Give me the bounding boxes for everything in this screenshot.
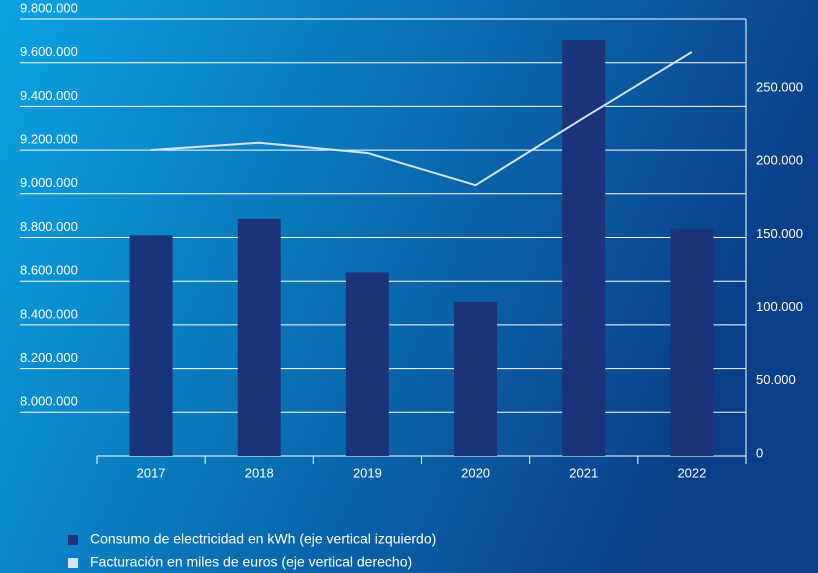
- y-tick-label: 8.400.000: [20, 306, 78, 321]
- y2-tick-label: 50.000: [756, 372, 796, 387]
- y-tick-label: 9.200.000: [20, 132, 78, 147]
- legend-label: Consumo de electricidad en kWh (eje vert…: [90, 531, 436, 547]
- x-tick-label: 2022: [677, 465, 706, 480]
- bar: [670, 228, 714, 456]
- legend-swatch: [68, 558, 78, 568]
- y2-tick-label: 200.000: [756, 153, 803, 168]
- x-tick-label: 2019: [353, 465, 382, 480]
- line: [151, 51, 693, 187]
- y-tick-label: 8.800.000: [20, 219, 78, 234]
- bar: [562, 39, 606, 456]
- y-tick-label: 8.000.000: [20, 394, 78, 409]
- y2-tick-label: 250.000: [756, 79, 803, 94]
- bar: [237, 218, 281, 456]
- bar: [129, 235, 173, 456]
- y-tick-label: 9.600.000: [20, 44, 78, 59]
- y-tick-label: 9.000.000: [20, 175, 78, 190]
- y2-tick-label: 100.000: [756, 299, 803, 314]
- x-tick-label: 2018: [245, 465, 274, 480]
- legend-swatch: [68, 535, 78, 545]
- y-tick-label: 8.200.000: [20, 350, 78, 365]
- bar: [345, 272, 389, 456]
- y2-tick-label: 150.000: [756, 226, 803, 241]
- y-tick-label: 8.600.000: [20, 263, 78, 278]
- y-tick-label: 9.400.000: [20, 88, 78, 103]
- bar: [454, 301, 498, 456]
- x-tick-label: 2021: [569, 465, 598, 480]
- y-tick-label: 9.800.000: [20, 0, 78, 15]
- x-tick-label: 2020: [461, 465, 490, 480]
- x-tick-label: 2017: [137, 465, 166, 480]
- y2-tick-label: 0: [756, 445, 763, 460]
- legend-label: Facturación en miles de euros (eje verti…: [90, 554, 412, 570]
